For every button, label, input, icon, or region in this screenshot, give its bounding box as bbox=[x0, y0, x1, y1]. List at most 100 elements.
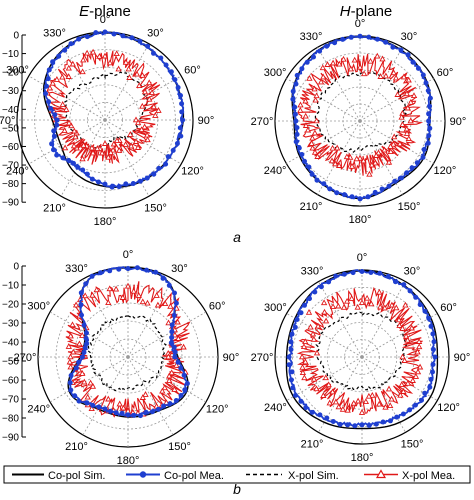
co-pol-mea-marker bbox=[160, 275, 166, 281]
x-pol-mea-marker bbox=[412, 373, 420, 379]
x-pol-mea-marker bbox=[166, 377, 173, 384]
x-pol-mea-marker bbox=[408, 324, 415, 331]
co-pol-mea-marker bbox=[427, 95, 433, 101]
angle-tick-label: 150° bbox=[398, 201, 421, 213]
x-pol-mea-marker bbox=[107, 149, 114, 156]
co-pol-mea-marker bbox=[138, 413, 143, 419]
r-axis-tick-label: −40 bbox=[2, 105, 19, 116]
x-pol-mea-marker bbox=[395, 316, 403, 323]
co-pol-mea-marker bbox=[292, 104, 298, 110]
x-pol-mea-marker bbox=[306, 74, 313, 81]
co-pol-mea-marker bbox=[125, 266, 131, 272]
x-pol-mea-marker bbox=[134, 119, 142, 126]
x-pol-mea-marker bbox=[124, 282, 132, 289]
angle-tick-label: 270° bbox=[0, 115, 15, 127]
x-pol-mea-marker bbox=[321, 308, 328, 315]
h-plane-title: H-plane bbox=[340, 3, 393, 20]
co-pol-mea-marker bbox=[292, 111, 298, 117]
angle-tick-label: 270° bbox=[251, 352, 274, 364]
co-pol-mea-marker bbox=[407, 407, 413, 413]
x-pol-mea-marker bbox=[96, 52, 103, 59]
x-pol-mea-marker bbox=[168, 369, 175, 376]
x-pol-mea-marker bbox=[375, 149, 382, 156]
co-pol-mea-marker bbox=[79, 312, 84, 318]
co-pol-mea-marker bbox=[151, 50, 156, 56]
co-pol-mea-marker bbox=[62, 47, 68, 53]
x-pol-mea-marker bbox=[89, 149, 97, 156]
co-pol-mea-marker bbox=[420, 72, 426, 78]
co-pol-mea-marker bbox=[337, 421, 343, 427]
x-pol-mea-marker bbox=[388, 395, 395, 402]
x-pol-mea-marker bbox=[89, 48, 97, 55]
x-pol-mea-marker bbox=[358, 299, 366, 306]
angle-tick-label: 210° bbox=[300, 201, 323, 213]
angle-tick-label: 180° bbox=[349, 214, 372, 226]
x-pol-mea-marker bbox=[113, 50, 120, 57]
x-pol-mea-marker bbox=[128, 142, 135, 149]
x-pol-mea-marker bbox=[368, 161, 375, 168]
co-pol-mea-marker bbox=[307, 296, 312, 302]
angle-tick-label: 180° bbox=[94, 216, 117, 228]
x-pol-mea-marker bbox=[320, 299, 328, 306]
x-pol-mea-marker bbox=[173, 361, 180, 368]
x-pol-mea-marker bbox=[309, 330, 317, 337]
co-pol-mea-marker bbox=[172, 354, 178, 360]
co-pol-mea-marker bbox=[430, 369, 435, 375]
co-pol-mea-marker bbox=[366, 34, 372, 40]
r-axis-tick-label: −30 bbox=[2, 86, 19, 97]
angle-tick-label: 300° bbox=[264, 302, 287, 314]
r-axis-tick-label: −80 bbox=[2, 179, 19, 190]
co-pol-mea-marker bbox=[426, 133, 432, 139]
co-pol-mea-marker bbox=[410, 59, 416, 65]
legend-swatch-co-mea bbox=[126, 471, 160, 478]
r-axis-tick-label: −20 bbox=[2, 68, 19, 79]
co-pol-mea-marker bbox=[145, 43, 151, 49]
r-axis-tick-label: −80 bbox=[2, 414, 19, 425]
co-pol-mea-marker bbox=[290, 385, 296, 391]
co-pol-mea-marker bbox=[324, 415, 330, 421]
co-pol-mea-marker bbox=[294, 125, 300, 131]
co-pol-mea-marker bbox=[144, 267, 149, 273]
co-pol-mea-marker bbox=[324, 43, 330, 49]
x-pol-mea-marker bbox=[387, 402, 394, 409]
co-pol-mea-marker bbox=[68, 41, 74, 47]
co-pol-mea-marker bbox=[421, 147, 427, 152]
x-pol-mea-marker bbox=[105, 395, 112, 402]
x-pol-mea-marker bbox=[302, 97, 309, 104]
x-pol-mea-marker bbox=[313, 117, 320, 124]
co-pol-mea-marker bbox=[288, 347, 294, 352]
co-pol-mea-marker bbox=[340, 36, 346, 42]
x-pol-mea-marker bbox=[125, 65, 132, 72]
co-pol-mea-marker bbox=[67, 380, 73, 386]
x-pol-mea-marker bbox=[167, 302, 174, 309]
co-pol-mea-marker bbox=[83, 281, 89, 287]
x-pol-mea-marker bbox=[329, 388, 336, 395]
grid-spoke bbox=[359, 78, 434, 122]
x-pol-mea-marker bbox=[405, 135, 412, 142]
x-pol-mea-marker bbox=[110, 140, 117, 147]
co-pol-mea-marker bbox=[179, 109, 185, 115]
co-pol-mea-marker bbox=[286, 354, 292, 360]
x-pol-mea-marker bbox=[340, 303, 348, 310]
x-pol-mea-marker bbox=[105, 299, 112, 306]
x-pol-mea-marker bbox=[387, 143, 394, 149]
co-pol-mea-marker bbox=[293, 139, 299, 145]
panel-label-a: a bbox=[233, 229, 241, 245]
co-pol-mea-marker bbox=[303, 405, 309, 411]
co-pol-mea-marker bbox=[45, 76, 51, 82]
co-pol-mea-marker bbox=[385, 273, 391, 279]
co-pol-mea-marker bbox=[312, 289, 318, 295]
co-pol-mea-marker bbox=[84, 330, 89, 336]
co-pol-mea-marker bbox=[54, 122, 60, 128]
co-pol-mea-marker bbox=[111, 31, 117, 37]
co-pol-mea-marker bbox=[68, 373, 74, 378]
angle-tick-label: 90° bbox=[450, 116, 467, 128]
x-pol-mea-marker bbox=[302, 112, 309, 119]
x-pol-mea-marker bbox=[144, 299, 151, 306]
x-pol-mea-marker bbox=[130, 287, 137, 294]
x-pol-mea-marker bbox=[70, 348, 77, 355]
co-pol-mea-marker bbox=[289, 331, 295, 337]
x-pol-mea-marker bbox=[332, 160, 339, 167]
x-pol-mea-marker bbox=[415, 338, 423, 344]
r-axis-tick-label: −40 bbox=[2, 338, 19, 349]
